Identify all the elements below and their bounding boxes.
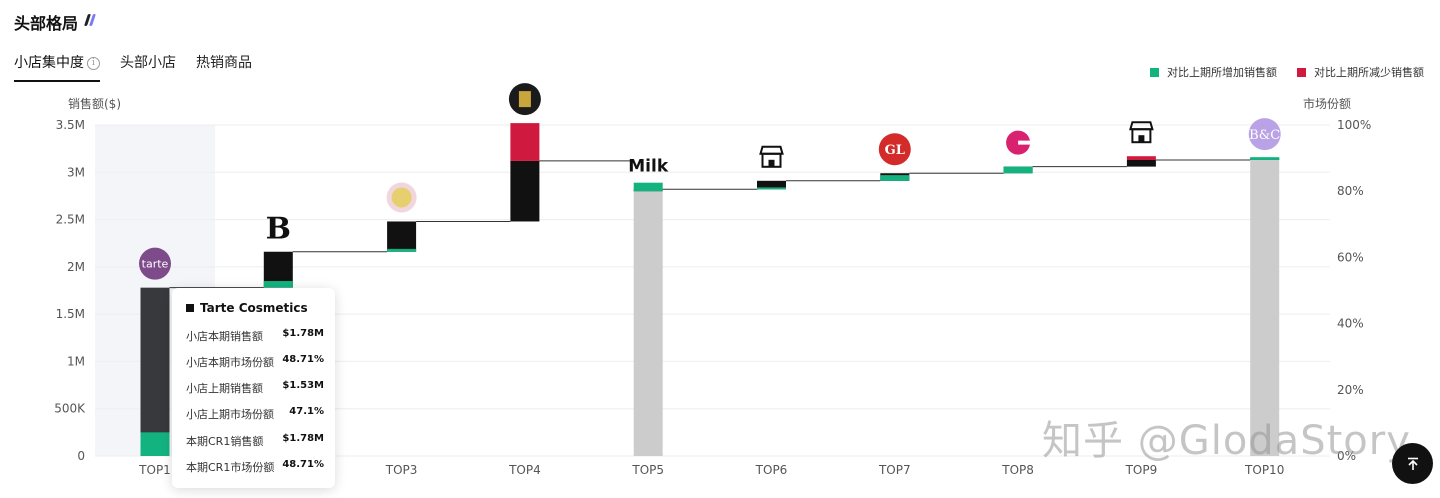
tooltip-row-label: 本期CR1市场份额 bbox=[186, 461, 275, 474]
watermark: 知乎 @GlodaStory bbox=[1042, 418, 1411, 464]
bc-logo[interactable]: B&C bbox=[1248, 118, 1281, 151]
svg-text:tarte: tarte bbox=[142, 258, 169, 271]
tooltip-store-name: Tarte Cosmetics bbox=[200, 301, 308, 315]
tab-hot-products[interactable]: 热销商品 bbox=[196, 52, 252, 80]
tooltip-row-label: 小店上期销售额 bbox=[186, 382, 263, 395]
current-sales-bar bbox=[387, 221, 417, 252]
svg-text:Milk: Milk bbox=[628, 156, 669, 176]
increase-bar bbox=[757, 187, 786, 190]
tooltip-row-value: $1.78M bbox=[282, 433, 324, 444]
current-sales-bar bbox=[757, 180, 786, 190]
round-badge-logo[interactable] bbox=[386, 182, 417, 213]
y-left-tick-label: 3M bbox=[67, 165, 85, 179]
increase-bar bbox=[1003, 166, 1033, 174]
x-tick-label: TOP6 bbox=[755, 463, 788, 477]
y-left-tick-label: 500K bbox=[54, 402, 86, 416]
cumulative-bar bbox=[633, 191, 663, 456]
b-logo[interactable]: B bbox=[266, 212, 291, 247]
y-left-tick-label: 1M bbox=[67, 354, 85, 368]
x-tick-label: TOP5 bbox=[631, 463, 664, 477]
y-right-tick-label: 40% bbox=[1337, 317, 1364, 331]
milk-makeup-logo[interactable]: Milk bbox=[628, 156, 669, 176]
x-tick-label: TOP3 bbox=[385, 463, 418, 477]
tooltip-row-label: 小店上期市场份额 bbox=[186, 408, 274, 421]
tarte-logo[interactable]: tarte bbox=[139, 247, 171, 280]
tab-label: 热销商品 bbox=[196, 55, 252, 71]
legend-label-decrease: 对比上期所减少销售额 bbox=[1314, 66, 1424, 79]
svg-text:B&C: B&C bbox=[1249, 128, 1280, 143]
tooltip-row-label: 本期CR1销售额 bbox=[186, 435, 264, 448]
svg-text:GL: GL bbox=[885, 143, 905, 158]
current-sales-bar bbox=[510, 160, 540, 222]
legend-label-increase: 对比上期所增加销售额 bbox=[1167, 66, 1277, 79]
tooltip-row: 本期CR1销售额 $1.78M bbox=[186, 433, 324, 449]
y-left-tick-label: 3.5M bbox=[56, 118, 85, 132]
dark-square-logo[interactable] bbox=[508, 83, 541, 116]
decrease-bar bbox=[1126, 156, 1156, 160]
increase-bar bbox=[140, 432, 170, 456]
tooltip-row-value: $1.78M bbox=[282, 328, 324, 339]
tab-top-stores[interactable]: 头部小店 bbox=[120, 52, 176, 80]
increase-bar bbox=[1250, 157, 1280, 160]
legend-swatch-increase bbox=[1150, 67, 1159, 77]
y-right-tick-label: 100% bbox=[1337, 118, 1371, 132]
red-circle-logo[interactable]: GL bbox=[878, 133, 911, 166]
increase-bar bbox=[633, 182, 663, 192]
tooltip-row: 小店上期市场份额 47.1% bbox=[186, 406, 324, 422]
tooltip-row-value: $1.53M bbox=[282, 380, 324, 391]
section-title: 头部格局 bbox=[14, 14, 79, 33]
tooltip-row-label: 小店本期销售额 bbox=[186, 330, 263, 343]
y-right-tick-label: 80% bbox=[1337, 184, 1364, 198]
x-tick-label: TOP10 bbox=[1244, 463, 1284, 477]
cumulative-bar bbox=[1250, 159, 1280, 456]
tooltip-swatch bbox=[186, 304, 194, 312]
svg-text:B: B bbox=[266, 212, 291, 247]
y-left-tick-label: 1.5M bbox=[56, 307, 85, 321]
y-right-tick-label: 20% bbox=[1337, 383, 1364, 397]
y-right-tick-label: 60% bbox=[1337, 250, 1364, 264]
x-tick-label: TOP8 bbox=[1001, 463, 1034, 477]
legend-item-increase[interactable]: 对比上期所增加销售额 bbox=[1150, 64, 1277, 80]
tab-label: 小店集中度 bbox=[14, 55, 84, 71]
storefront-icon[interactable] bbox=[1129, 121, 1154, 144]
tab-label: 头部小店 bbox=[120, 55, 176, 71]
tooltip-row: 小店本期市场份额 48.71% bbox=[186, 354, 324, 370]
tooltip-row: 小店本期销售额 $1.78M bbox=[186, 328, 324, 344]
y-left-tick-label: 2.5M bbox=[56, 213, 85, 227]
tooltip-row-value: 48.71% bbox=[282, 354, 324, 365]
legend-swatch-decrease bbox=[1297, 67, 1306, 77]
tooltip-row-value: 48.71% bbox=[282, 459, 324, 470]
tab-bar: 小店集中度 i 头部小店 热销商品 bbox=[14, 52, 252, 82]
arrow-up-to-top-icon bbox=[1407, 457, 1418, 470]
tooltip-row: 小店上期销售额 $1.53M bbox=[186, 380, 324, 396]
storefront-icon[interactable] bbox=[759, 145, 784, 168]
tab-store-concentration[interactable]: 小店集中度 i bbox=[14, 52, 100, 82]
y-axis-right-label: 市场份额 bbox=[1303, 96, 1351, 111]
increase-bar bbox=[387, 248, 417, 252]
store-tooltip: Tarte Cosmetics 小店本期销售额 $1.78M 小店本期市场份额 … bbox=[172, 288, 335, 488]
tooltip-row-label: 小店本期市场份额 bbox=[186, 356, 274, 369]
legend-item-decrease[interactable]: 对比上期所减少销售额 bbox=[1297, 64, 1424, 80]
y-left-tick-label: 0 bbox=[77, 449, 85, 463]
tooltip-row: 本期CR1市场份额 48.71% bbox=[186, 459, 324, 475]
increase-bar bbox=[880, 175, 910, 181]
x-tick-label: TOP9 bbox=[1125, 463, 1158, 477]
y-right-tick-label: 0% bbox=[1337, 449, 1356, 463]
back-to-top-button[interactable] bbox=[1392, 443, 1433, 484]
decrease-bar bbox=[510, 123, 540, 161]
chart-legend: 对比上期所增加销售额 对比上期所减少销售额 bbox=[1150, 64, 1424, 80]
current-sales-bar bbox=[140, 287, 170, 456]
x-tick-label: TOP1 bbox=[138, 463, 171, 477]
tooltip-row-value: 47.1% bbox=[289, 406, 324, 417]
y-left-tick-label: 2M bbox=[67, 260, 85, 274]
info-icon[interactable]: i bbox=[87, 57, 100, 70]
x-tick-label: TOP7 bbox=[878, 463, 911, 477]
pink-e-logo[interactable] bbox=[1006, 130, 1031, 155]
y-axis-left-label: 销售额($) bbox=[68, 96, 121, 111]
x-tick-label: TOP4 bbox=[508, 463, 541, 477]
tooltip-title: Tarte Cosmetics bbox=[186, 301, 308, 315]
increase-bar bbox=[263, 281, 293, 288]
current-sales-bar bbox=[1126, 159, 1156, 167]
